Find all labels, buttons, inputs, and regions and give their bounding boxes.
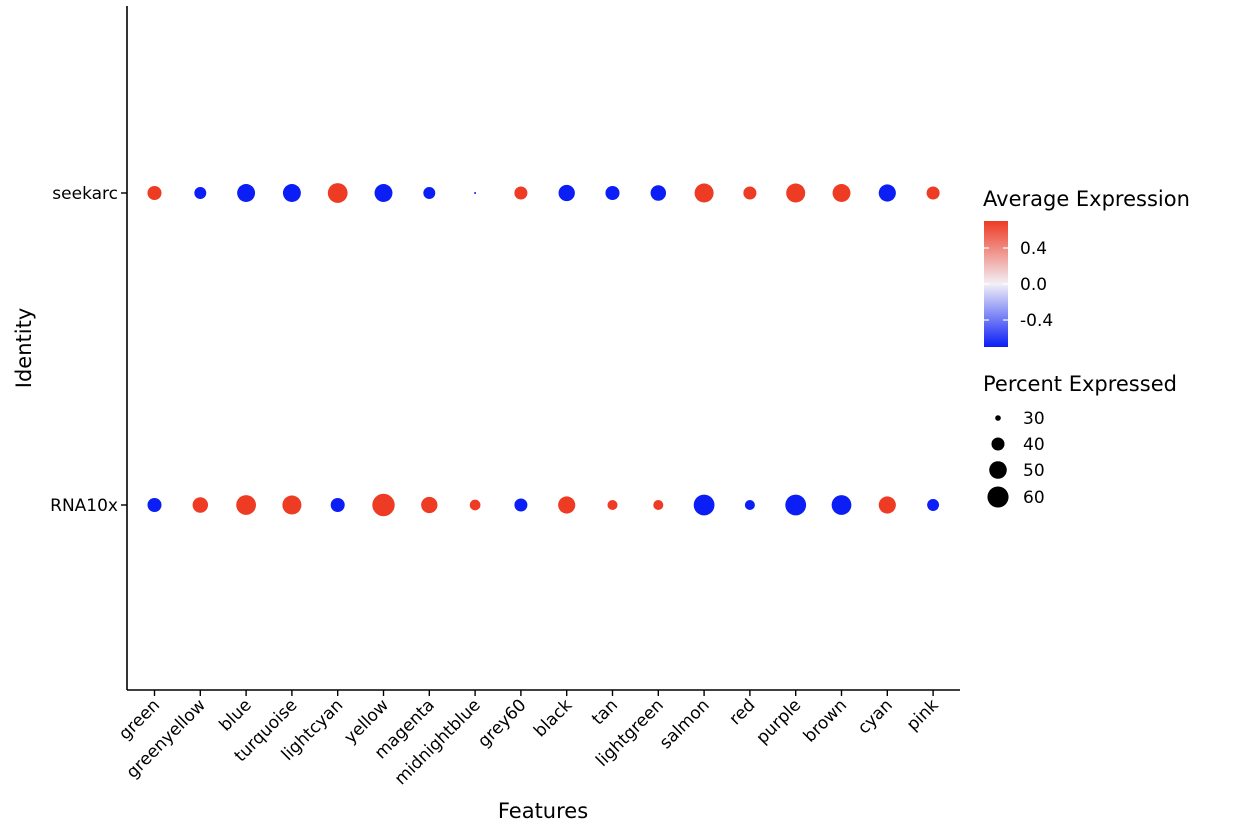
color-legend-label: 0.4	[1020, 239, 1047, 259]
size-legend-dot	[991, 437, 1005, 451]
x-tick-label-black: black	[530, 695, 576, 741]
dot-seekarc-turquoise	[282, 184, 301, 202]
y-tick-label-RNA10x: RNA10x	[50, 496, 118, 516]
dot-seekarc-magenta	[423, 187, 436, 199]
dot-RNA10x-green	[147, 497, 162, 513]
color-legend: Average Expression 0.4 0.0 -0.4	[983, 187, 1190, 347]
dot-RNA10x-cyan	[878, 496, 896, 514]
dot-RNA10x-lightgreen	[653, 499, 664, 511]
size-legend-label: 60	[1023, 488, 1045, 508]
x-tick-label-red: red	[726, 695, 760, 729]
size-legend-title: Percent Expressed	[983, 372, 1177, 396]
color-legend-label: 0.0	[1020, 275, 1047, 295]
dot-seekarc-black	[558, 184, 575, 202]
color-legend-ticks: 0.4 0.0 -0.4	[984, 239, 1053, 331]
x-tick-label-blue: blue	[216, 695, 256, 735]
dot-RNA10x-lightcyan	[330, 497, 345, 513]
dot-seekarc-greenyellow	[194, 187, 207, 199]
x-tick-label-grey60: grey60	[474, 695, 530, 751]
dot-RNA10x-magenta	[421, 496, 438, 514]
dot-RNA10x-tan	[607, 499, 618, 511]
dot-RNA10x-blue	[236, 495, 256, 515]
size-legend-label: 30	[1023, 409, 1045, 429]
dot-RNA10x-black	[558, 496, 576, 514]
dot-seekarc-red	[743, 186, 757, 200]
dot-RNA10x-brown	[831, 495, 852, 515]
dot-RNA10x-purple	[785, 494, 807, 516]
x-tick-label-salmon: salmon	[656, 695, 714, 753]
x-tick-label-purple: purple	[753, 695, 806, 748]
dot-seekarc-midnightblue	[474, 192, 477, 194]
dot-layer	[147, 183, 940, 517]
x-tick-label-tan: tan	[588, 695, 622, 729]
dot-RNA10x-midnightblue	[469, 499, 481, 511]
dot-seekarc-salmon	[694, 183, 714, 203]
color-legend-label: -0.4	[1020, 311, 1053, 331]
x-tick-label-pink: pink	[903, 695, 943, 735]
y-tick-label-seekarc: seekarc	[52, 184, 118, 204]
color-legend-title: Average Expression	[983, 187, 1190, 211]
x-tick-label-cyan: cyan	[854, 695, 897, 738]
dot-RNA10x-grey60	[514, 498, 528, 512]
y-axis-ticks: seekarc RNA10x	[50, 184, 127, 516]
size-legend-items: 30 40 50 60	[987, 409, 1045, 508]
dot-seekarc-pink	[926, 186, 940, 200]
dot-seekarc-yellow	[374, 184, 393, 202]
dot-seekarc-blue	[237, 184, 256, 202]
dot-RNA10x-yellow	[372, 493, 395, 517]
x-tick-label-brown: brown	[800, 695, 851, 746]
size-legend: Percent Expressed 30 40 50 60	[983, 372, 1177, 508]
dot-RNA10x-pink	[927, 499, 940, 511]
dot-RNA10x-salmon	[693, 494, 715, 516]
dot-RNA10x-turquoise	[282, 495, 302, 515]
dot-seekarc-tan	[605, 185, 620, 201]
dot-RNA10x-greenyellow	[192, 497, 209, 513]
size-legend-label: 40	[1023, 435, 1045, 455]
dot-seekarc-grey60	[514, 186, 528, 200]
size-legend-dot	[987, 486, 1009, 508]
y-axis-title: Identity	[12, 308, 36, 388]
size-legend-label: 50	[1023, 461, 1045, 481]
size-legend-dot	[995, 415, 1001, 421]
dot-seekarc-green	[147, 185, 162, 201]
x-axis-title: Features	[498, 799, 588, 823]
dot-seekarc-lightgreen	[650, 185, 667, 201]
dot-seekarc-brown	[832, 184, 851, 202]
dot-RNA10x-red	[744, 499, 755, 511]
size-legend-dot	[989, 461, 1007, 479]
dot-seekarc-purple	[786, 183, 806, 203]
dot-seekarc-cyan	[878, 184, 896, 202]
dot-seekarc-lightcyan	[327, 183, 348, 203]
